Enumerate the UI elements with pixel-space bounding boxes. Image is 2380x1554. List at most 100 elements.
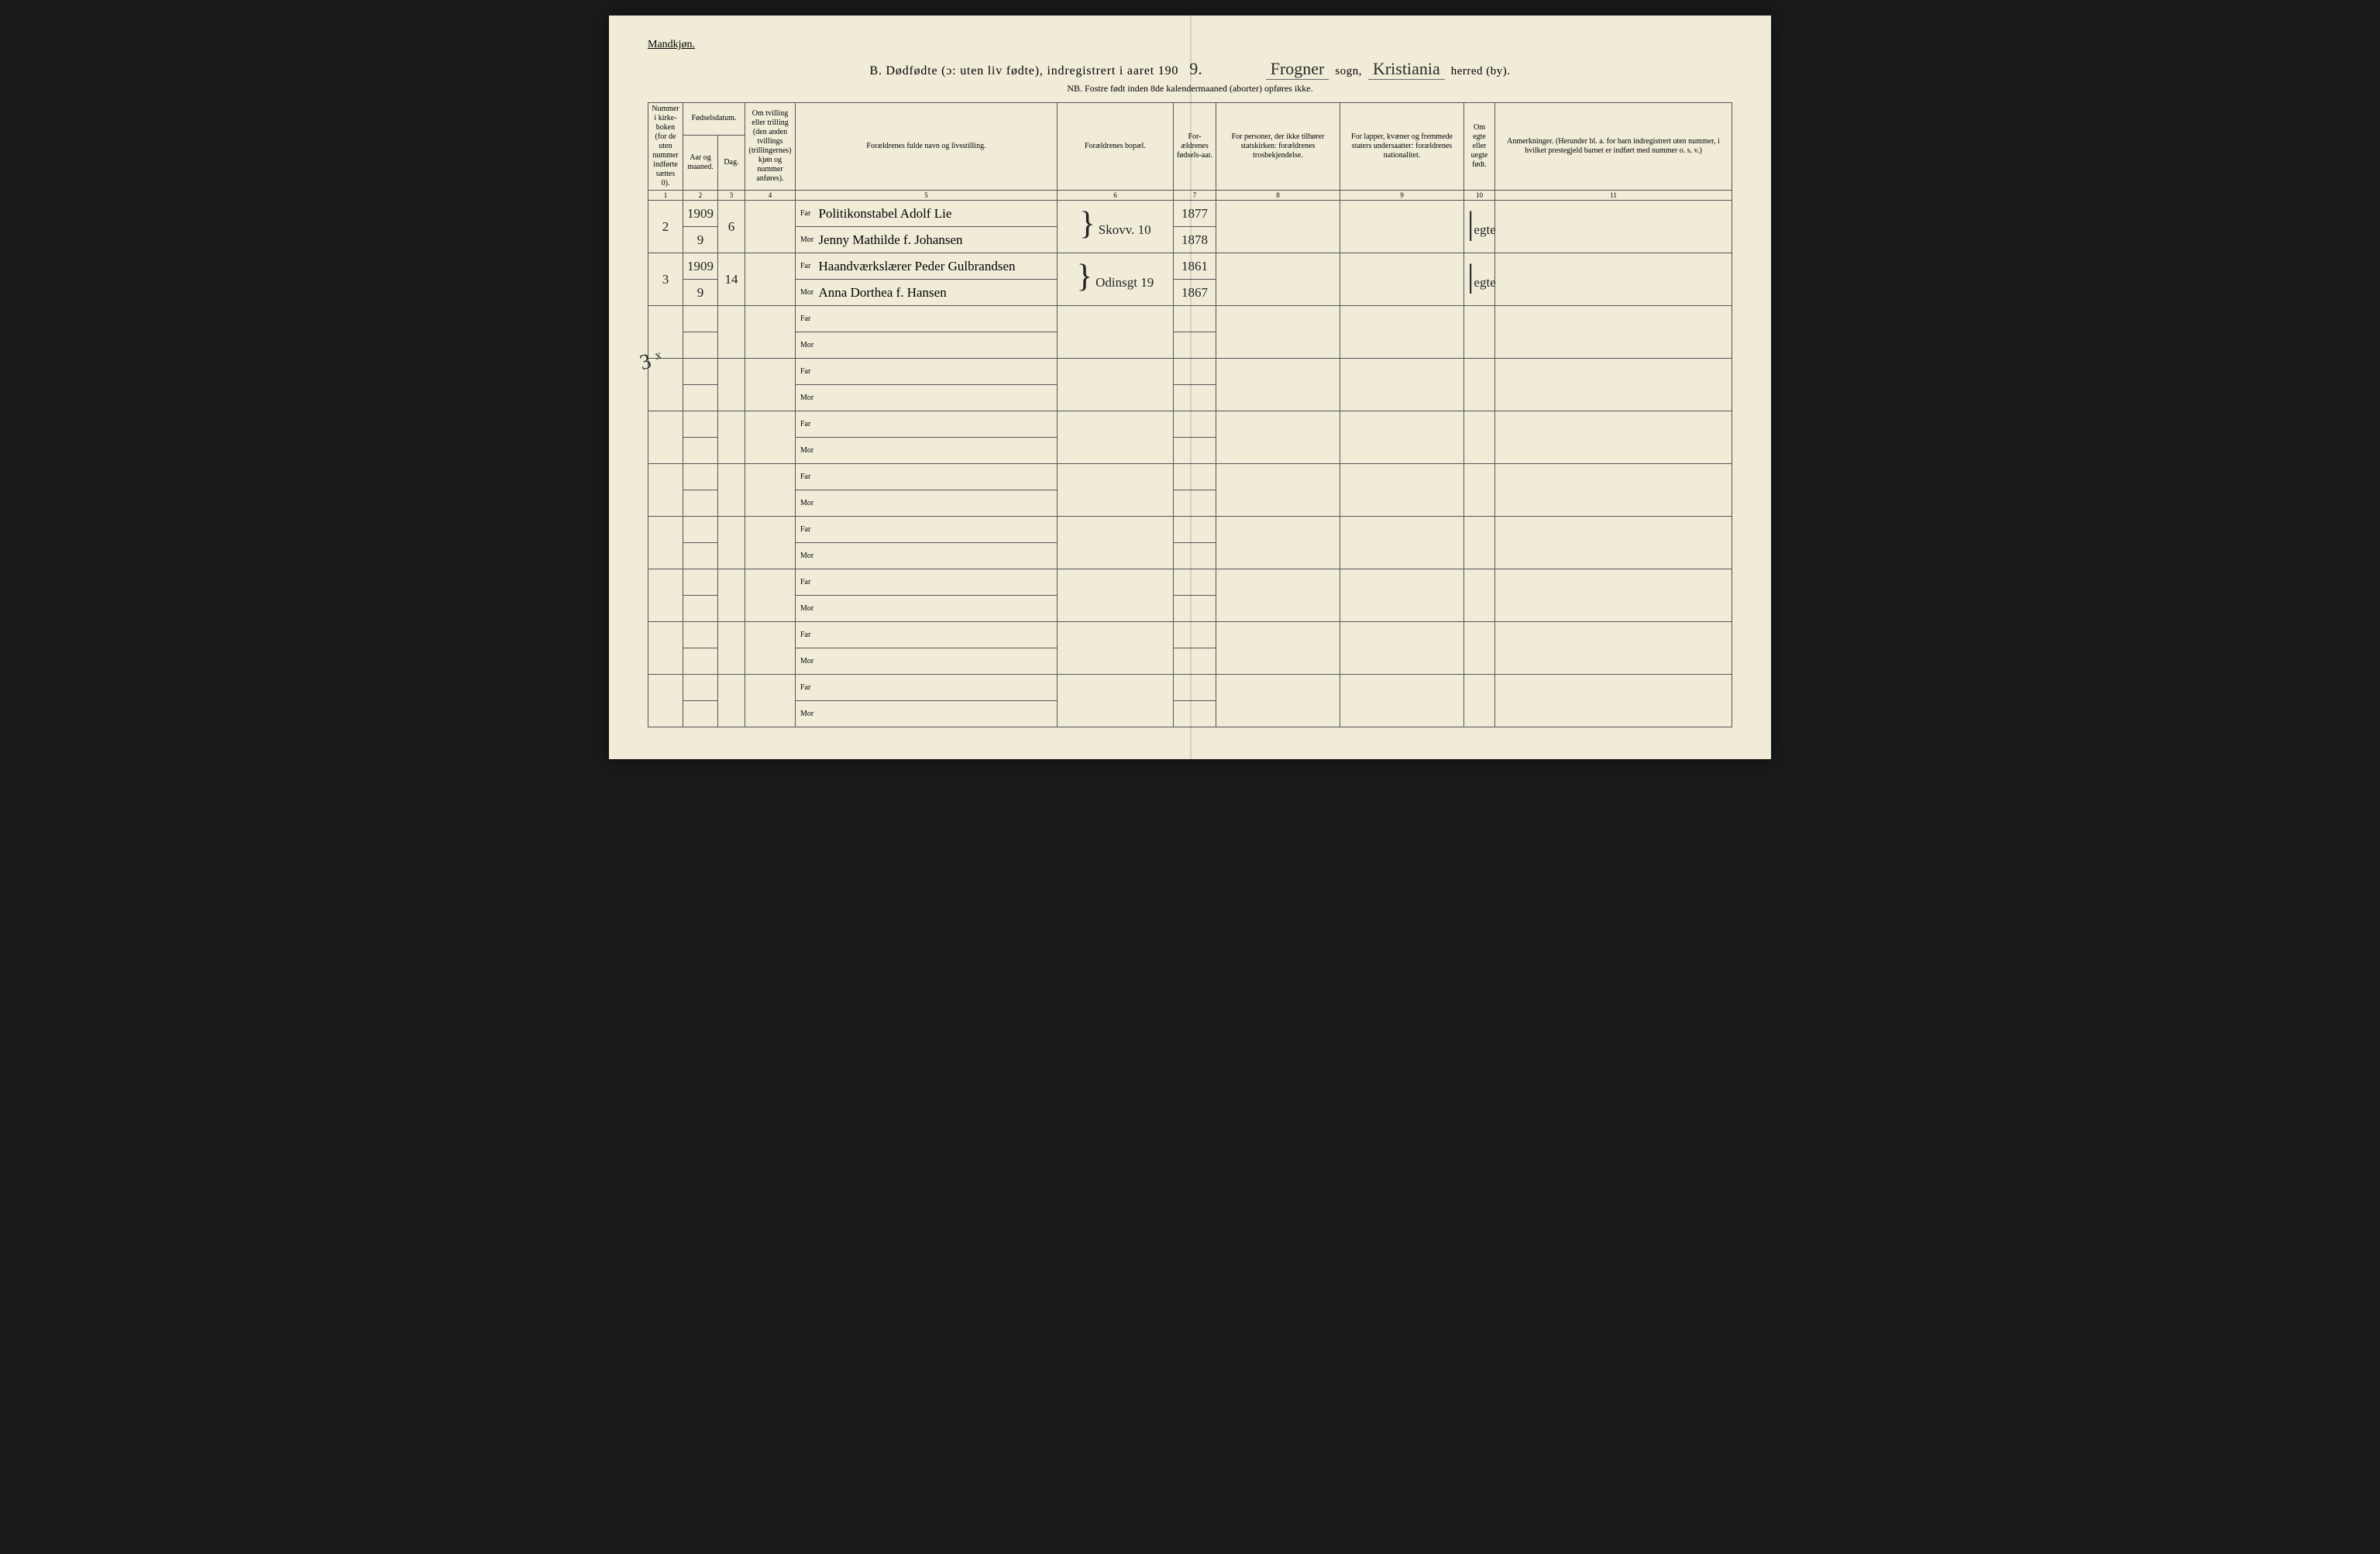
entry-row-far: Far	[648, 675, 1732, 701]
far-label: Far	[796, 359, 817, 385]
table-body: 219096FarPolitikonstabel Adolf Lie} Skov…	[648, 201, 1732, 727]
entry-remarks	[1495, 411, 1732, 464]
father-birthyear	[1174, 517, 1216, 543]
entry-remarks	[1495, 201, 1732, 253]
residence	[1058, 359, 1174, 411]
mor-label: Mor	[796, 701, 817, 727]
entry-nationality	[1340, 675, 1464, 727]
entry-nationality	[1340, 569, 1464, 622]
far-label: Far	[796, 201, 817, 227]
residence: } Skovv. 10	[1058, 201, 1174, 253]
col-2-group: Fødselsdatum.	[683, 103, 745, 136]
mother-name	[817, 648, 1058, 675]
mother-birthyear	[1174, 490, 1216, 517]
mor-label: Mor	[796, 385, 817, 411]
entry-row-far: Far	[648, 411, 1732, 438]
sogn-value: Frogner	[1266, 59, 1329, 80]
mother-name	[817, 596, 1058, 622]
mother-name	[817, 543, 1058, 569]
entry-month	[683, 438, 718, 464]
gender-label: Mandkjøn.	[648, 39, 1732, 51]
entry-year	[683, 622, 718, 648]
entry-number	[648, 622, 683, 675]
mother-name	[817, 332, 1058, 359]
entry-month	[683, 490, 718, 517]
entry-year	[683, 464, 718, 490]
entry-faith	[1216, 675, 1340, 727]
entry-number	[648, 411, 683, 464]
entry-legitimacy: |egte	[1464, 201, 1495, 253]
father-name: Haandværkslærer Peder Gulbrandsen	[817, 253, 1058, 280]
entry-day: 14	[718, 253, 745, 306]
residence	[1058, 569, 1174, 622]
father-name	[817, 675, 1058, 701]
entry-faith	[1216, 622, 1340, 675]
entry-nationality	[1340, 306, 1464, 359]
residence	[1058, 411, 1174, 464]
entry-faith	[1216, 253, 1340, 306]
entry-year: 1909	[683, 253, 718, 280]
ledger-page: Mandkjøn. B. Dødfødte (ɔ: uten liv fødte…	[609, 15, 1771, 759]
entry-row-far: Far	[648, 622, 1732, 648]
father-name: Politikonstabel Adolf Lie	[817, 201, 1058, 227]
column-numbers: 1 2 3 4 5 6 7 8 9 10 11	[648, 191, 1732, 201]
entry-twin	[745, 569, 796, 622]
entry-year	[683, 675, 718, 701]
entry-month: 9	[683, 227, 718, 253]
entry-year: 1909	[683, 201, 718, 227]
residence	[1058, 306, 1174, 359]
entry-legitimacy: |egte	[1464, 253, 1495, 306]
mor-label: Mor	[796, 596, 817, 622]
entry-faith	[1216, 201, 1340, 253]
entry-row-far: Far	[648, 569, 1732, 596]
col-11: Anmerkninger. (Herunder bl. a. for barn …	[1495, 103, 1732, 191]
col-6: Forældrenes bopæl.	[1058, 103, 1174, 191]
herred-label: herred (by).	[1451, 65, 1511, 78]
entry-year	[683, 411, 718, 438]
mor-label: Mor	[796, 227, 817, 253]
col-5: Forældrenes fulde navn og livsstilling.	[796, 103, 1058, 191]
entry-remarks	[1495, 622, 1732, 675]
mor-label: Mor	[796, 648, 817, 675]
entry-day	[718, 622, 745, 675]
entry-nationality	[1340, 622, 1464, 675]
col-7: For-ældrenes fødsels-aar.	[1174, 103, 1216, 191]
col-2a: Aar og maaned.	[683, 135, 718, 190]
entry-nationality	[1340, 359, 1464, 411]
mor-label: Mor	[796, 438, 817, 464]
mother-name	[817, 490, 1058, 517]
subtitle: NB. Fostre født inden 8de kalendermaaned…	[648, 83, 1732, 95]
entry-faith	[1216, 359, 1340, 411]
entry-number	[648, 517, 683, 569]
entry-month	[683, 332, 718, 359]
entry-number	[648, 464, 683, 517]
year-digit: 9.	[1185, 59, 1207, 79]
mother-birthyear	[1174, 332, 1216, 359]
entry-faith	[1216, 464, 1340, 517]
entry-legitimacy	[1464, 622, 1495, 675]
entry-month: 9	[683, 280, 718, 306]
entry-year	[683, 306, 718, 332]
mother-birthyear	[1174, 596, 1216, 622]
father-name	[817, 411, 1058, 438]
mother-birthyear: 1867	[1174, 280, 1216, 306]
mother-name: Anna Dorthea f. Hansen	[817, 280, 1058, 306]
entry-faith	[1216, 306, 1340, 359]
father-name	[817, 359, 1058, 385]
father-name	[817, 464, 1058, 490]
father-birthyear	[1174, 411, 1216, 438]
entry-legitimacy	[1464, 464, 1495, 517]
entry-legitimacy	[1464, 411, 1495, 464]
col-4: Om tvilling eller trilling (den anden tv…	[745, 103, 796, 191]
entry-row-far: Far	[648, 464, 1732, 490]
mother-birthyear	[1174, 385, 1216, 411]
father-birthyear: 1861	[1174, 253, 1216, 280]
residence: } Odinsgt 19	[1058, 253, 1174, 306]
residence	[1058, 517, 1174, 569]
col-10: Om egte eller uegte født.	[1464, 103, 1495, 191]
entry-row-far: Far	[648, 359, 1732, 385]
entry-nationality	[1340, 253, 1464, 306]
entry-day	[718, 306, 745, 359]
entry-faith	[1216, 517, 1340, 569]
entry-faith	[1216, 411, 1340, 464]
